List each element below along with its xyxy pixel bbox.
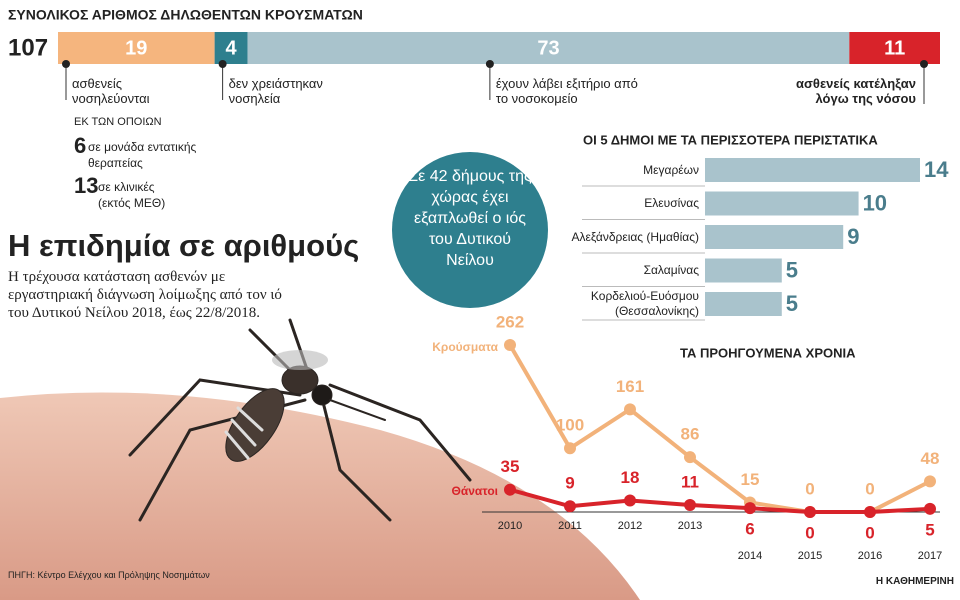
- point: [504, 483, 516, 496]
- bubble-text: Σε 42 δήμους της χώρας έχει εξαπλωθεί ο …: [408, 168, 532, 269]
- bar: [705, 225, 844, 249]
- value-label: 0: [865, 523, 874, 542]
- value-label: 73: [537, 37, 559, 59]
- value-label: 6: [745, 520, 754, 539]
- bar-segment: [849, 32, 940, 64]
- bar-segment: [247, 32, 850, 64]
- legend-label: ασθενείς κατέληξαν λόγω της νόσου: [796, 76, 916, 106]
- category-label: Ελευσίνας: [644, 196, 699, 210]
- bar: [705, 258, 782, 283]
- category-label: Κορδελιού-Ευόσμου (Θεσσαλονίκης): [590, 289, 699, 318]
- x-tick-label: 2014: [738, 550, 762, 562]
- value-label: 19: [125, 37, 147, 59]
- series-label: Θάνατοι: [452, 484, 498, 498]
- legend-label: έχουν λάβει εξιτήριο από το νοσοκομείο: [495, 76, 638, 106]
- description: Η τρέχουσα κατάσταση ασθενών με εργαστηρ…: [8, 269, 282, 321]
- publisher: Η ΚΑΘΗΜΕΡΙΝΗ: [875, 576, 954, 587]
- point: [684, 498, 696, 511]
- pointer-dot: [62, 60, 70, 68]
- category-label: Σαλαμίνας: [643, 263, 699, 277]
- headline: Η επιδημία σε αριθμούς: [8, 228, 360, 263]
- point: [684, 451, 696, 464]
- x-tick-label: 2017: [918, 550, 942, 562]
- x-tick-label: 2010: [498, 520, 522, 532]
- pointer-dot: [218, 60, 227, 68]
- value-label: 4: [226, 37, 238, 59]
- value-label: 0: [865, 479, 874, 498]
- breakdown-value: 6: [74, 133, 87, 158]
- skin: [0, 392, 640, 600]
- chart-title: ΟΙ 5 ΔΗΜΟΙ ΜΕ ΤΑ ΠΕΡΙΣΣΟΤΕΡΑ ΠΕΡΙΣΤΑΤΙΚΑ: [583, 132, 878, 147]
- point: [624, 494, 636, 507]
- value-label: 262: [496, 312, 524, 331]
- value-label: 5: [786, 257, 798, 282]
- total-label: 107: [8, 34, 48, 61]
- point: [624, 403, 636, 416]
- chart-title: ΣΥΝΟΛΙΚΟΣ ΑΡΙΘΜΟΣ ΔΗΛΩΘΕΝΤΩΝ ΚΡΟΥΣΜΑΤΩΝ: [8, 7, 363, 23]
- line: [509, 487, 931, 514]
- value-label: 11: [884, 37, 905, 59]
- breakdown-value: 13: [74, 173, 99, 198]
- point: [504, 339, 516, 351]
- breakdown-label: σε κλινικές (εκτός ΜΕΘ): [98, 180, 166, 210]
- point: [924, 475, 936, 488]
- mosquito: [128, 318, 472, 522]
- point: [564, 500, 576, 513]
- value-label: 15: [741, 470, 760, 489]
- value-label: 0: [805, 523, 814, 542]
- legend-label: ασθενείς νοσηλεύονται: [72, 76, 150, 106]
- legend-label: δεν χρειάστηκαν νοσηλεία: [228, 76, 323, 106]
- x-tick-label: 2015: [798, 550, 822, 562]
- value-label: 161: [616, 377, 644, 396]
- x-tick-label: 2012: [618, 520, 642, 532]
- point: [804, 506, 816, 518]
- value-label: 48: [921, 449, 940, 468]
- chart-title: ΤΑ ΠΡΟΗΓΟΥΜΕΝΑ ΧΡΟΝΙΑ: [680, 345, 856, 360]
- value-label: 5: [925, 520, 934, 539]
- point: [924, 502, 936, 515]
- value-label: 18: [621, 468, 640, 487]
- source: ΠΗΓΗ: Κέντρο Ελέγχου και Πρόληψης Νοσημά…: [8, 570, 210, 580]
- point: [564, 442, 576, 455]
- value-label: 14: [924, 157, 949, 182]
- x-tick-label: 2016: [858, 550, 882, 562]
- bubble: [392, 152, 548, 308]
- category-label: Μεγαρέων: [643, 162, 699, 177]
- breakdown-label: σε μονάδα εντατικής θεραπείας: [88, 140, 197, 170]
- value-label: 9: [847, 224, 859, 249]
- series-label: Κρούσματα: [432, 340, 498, 354]
- bar: [705, 191, 859, 216]
- x-tick-label: 2013: [678, 520, 702, 532]
- value-label: 86: [681, 425, 700, 444]
- value-label: 5: [786, 291, 798, 316]
- bar-segment: [58, 32, 215, 64]
- value-label: 0: [805, 479, 814, 498]
- value-label: 10: [863, 190, 887, 215]
- category-label: Αλεξάνδρειας (Ημαθίας): [571, 229, 700, 244]
- value-label: 9: [565, 474, 574, 493]
- bar: [705, 292, 782, 316]
- point: [744, 502, 756, 515]
- value-label: 100: [556, 416, 584, 435]
- point: [864, 506, 876, 518]
- pointer-dot: [485, 60, 494, 68]
- bar: [705, 158, 920, 182]
- x-tick-label: 2011: [558, 520, 582, 532]
- breakdown-heading: ΕΚ ΤΩΝ ΟΠΟΙΩΝ: [74, 116, 162, 128]
- pointer-dot: [920, 60, 928, 68]
- value-label: 35: [501, 457, 520, 476]
- bar-segment: [214, 32, 248, 64]
- value-label: 11: [681, 472, 699, 491]
